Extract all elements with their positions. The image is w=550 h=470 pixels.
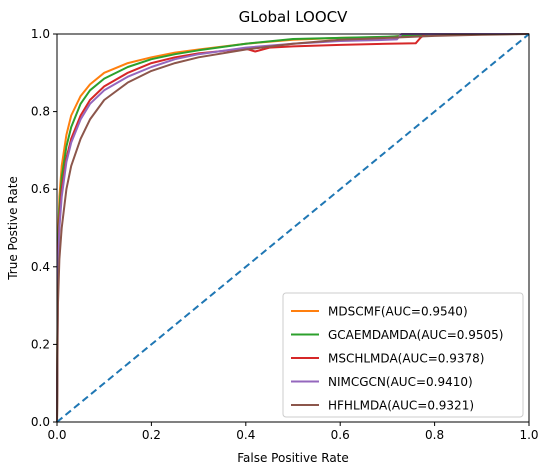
x-tick-label: 0.8 — [425, 428, 444, 442]
plot-area — [56, 33, 530, 423]
y-tick-label: 0.2 — [31, 337, 50, 351]
y-tick-label: 0.6 — [31, 182, 50, 196]
series-line-3 — [56, 33, 529, 423]
y-axis: 0.0 0.2 0.4 0.6 0.8 1.0 — [31, 27, 57, 429]
x-tick-label: 0.2 — [142, 428, 161, 442]
legend-label: GCAEMDAMDA(AUC=0.9505) — [328, 328, 503, 342]
legend-box — [282, 292, 524, 418]
plot-frame — [56, 33, 530, 423]
reference-diagonal-line — [56, 33, 530, 423]
y-tick-label: 0.4 — [31, 260, 50, 274]
y-tick-label: 1.0 — [31, 27, 50, 41]
x-axis: 0.0 0.2 0.4 0.6 0.8 1.0 — [47, 422, 539, 442]
x-tick-label: 0.0 — [47, 428, 66, 442]
series-line-1 — [56, 33, 529, 423]
series-line-4 — [56, 33, 530, 423]
x-tick-label: 0.4 — [236, 428, 255, 442]
y-tick-label: 0.0 — [31, 415, 50, 429]
legend-label: MDSCMF(AUC=0.9540) — [328, 305, 468, 319]
y-tick-label: 0.8 — [31, 105, 50, 119]
x-tick-label: 0.6 — [331, 428, 350, 442]
x-tick-label: 1.0 — [519, 428, 538, 442]
legend-label: MSCHLMDA(AUC=0.9378) — [328, 352, 484, 366]
legend-label: HFHLMDA(AUC=0.9321) — [328, 399, 474, 413]
chart-title: GLobal LOOCV — [239, 8, 348, 26]
x-axis-label: False Positive Rate — [237, 451, 349, 465]
legend: MDSCMF(AUC=0.9540) GCAEMDAMDA(AUC=0.9505)… — [282, 292, 524, 418]
legend-label: NIMCGCN(AUC=0.9410) — [328, 375, 473, 389]
y-axis-label: True Postive Rate — [6, 176, 20, 281]
